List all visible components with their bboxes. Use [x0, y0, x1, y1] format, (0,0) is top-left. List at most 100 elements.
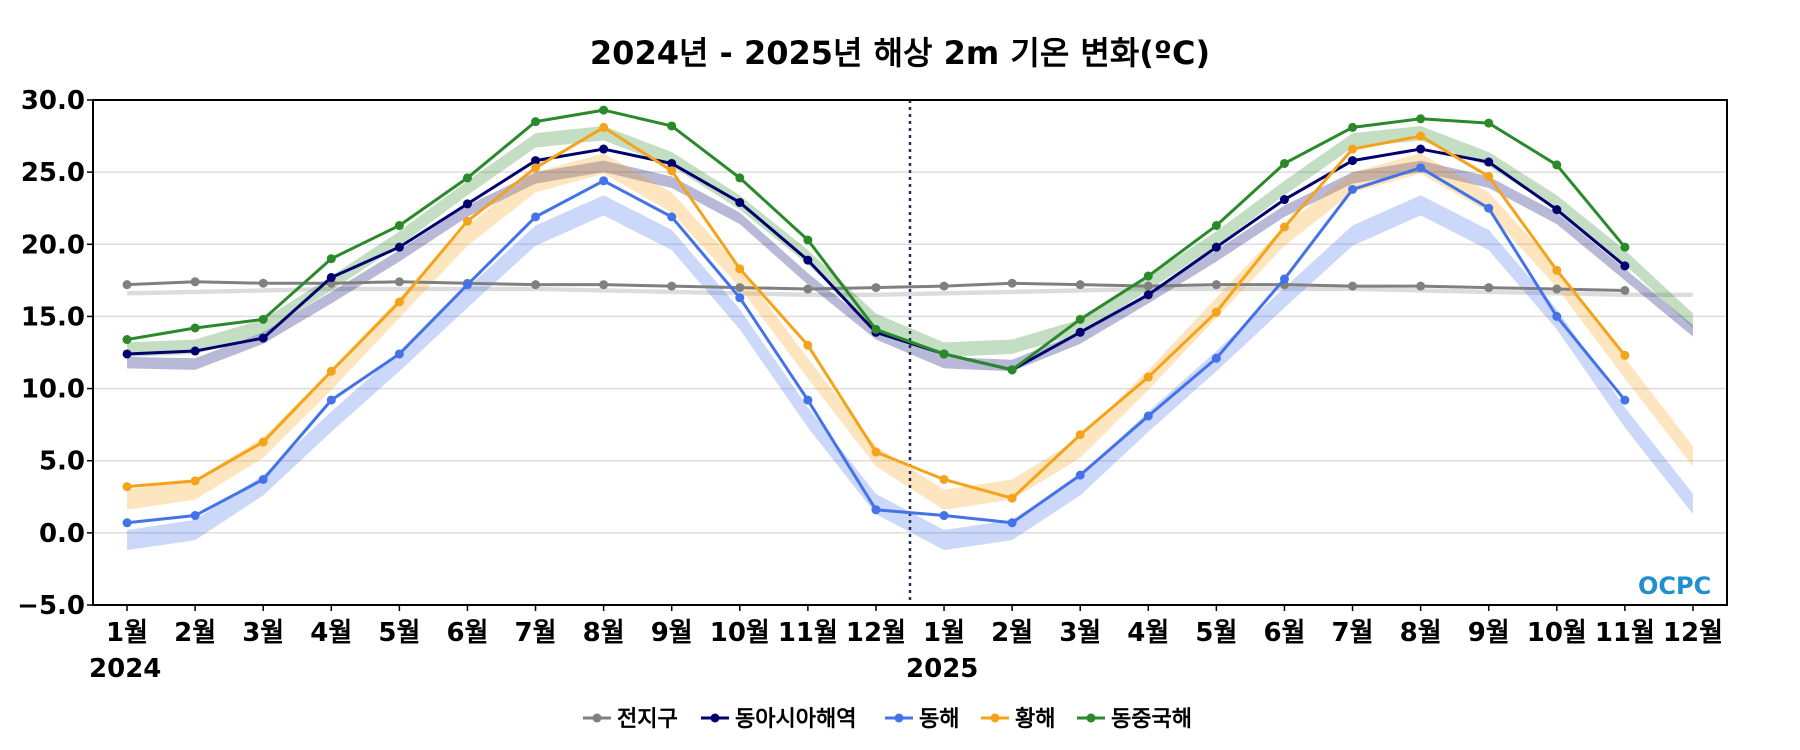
data-point — [1484, 171, 1494, 181]
data-point — [1620, 395, 1630, 405]
legend-swatch-marker — [990, 713, 1000, 723]
series-line — [126, 125, 1627, 500]
data-point — [462, 199, 472, 209]
data-point — [667, 166, 677, 176]
data-point — [1348, 184, 1358, 194]
data-point — [803, 284, 813, 294]
x-tick-label: 11월 — [1595, 618, 1655, 648]
data-point — [667, 121, 677, 131]
x-tick-label: 6월 — [1263, 618, 1305, 648]
data-point — [735, 173, 745, 183]
data-point — [1075, 470, 1085, 480]
ocpc-logo: OCPC — [1638, 572, 1711, 600]
data-point — [1552, 284, 1562, 294]
data-point — [394, 349, 404, 359]
data-point — [1143, 290, 1153, 300]
year-label: 2025 — [906, 654, 978, 684]
logo-text: OCPC — [1638, 572, 1711, 600]
data-point — [258, 278, 268, 288]
data-point — [190, 323, 200, 333]
legend-label: 동아시아해역 — [735, 707, 856, 732]
data-point — [1348, 156, 1358, 166]
data-point — [599, 105, 609, 115]
data-point — [1279, 158, 1289, 168]
data-point — [326, 395, 336, 405]
data-point — [1143, 281, 1153, 291]
data-point — [258, 333, 268, 343]
data-point — [462, 280, 472, 290]
chart-title: 2024년 - 2025년 해상 2m 기온 변화(ºC) — [590, 34, 1210, 72]
data-point — [1007, 493, 1017, 503]
data-point — [1416, 163, 1426, 173]
data-point — [1075, 314, 1085, 324]
x-tick-label: 8월 — [1400, 618, 1442, 648]
legend-label: 황해 — [1015, 707, 1055, 732]
plot-frame — [92, 99, 1728, 606]
legend-swatch-marker — [1086, 713, 1096, 723]
x-tick-label: 9월 — [1468, 618, 1510, 648]
data-point — [1416, 131, 1426, 141]
data-point — [1552, 311, 1562, 321]
legend-label: 동해 — [919, 707, 959, 732]
data-point — [939, 349, 949, 359]
data-point — [1211, 353, 1221, 363]
data-point — [1348, 281, 1358, 291]
data-point — [735, 197, 745, 207]
data-point — [667, 158, 677, 168]
plot-area: 30.0 25.0 20.0 15.0 10.0 5.0 0.0 −5.0 1월 2월 3월 4월 5월… — [17, 86, 1728, 684]
data-point — [531, 156, 541, 166]
data-point — [1075, 327, 1085, 337]
data-point — [1552, 205, 1562, 215]
y-tick-label: 5.0 — [39, 447, 85, 477]
data-point — [599, 122, 609, 132]
data-point — [1348, 144, 1358, 154]
data-point — [1416, 114, 1426, 124]
data-point — [531, 163, 541, 173]
legend-label: 전지구 — [617, 707, 678, 732]
data-point — [1007, 278, 1017, 288]
data-point — [1143, 372, 1153, 382]
data-point — [871, 283, 881, 293]
data-point — [190, 346, 200, 356]
data-point — [1484, 203, 1494, 213]
data-point — [871, 447, 881, 457]
year-label: 2024 — [89, 654, 161, 684]
data-point — [667, 212, 677, 222]
data-point — [1484, 283, 1494, 293]
legend-item: 동아시아해역 — [701, 707, 856, 732]
data-point — [531, 280, 541, 290]
data-point — [871, 505, 881, 515]
data-point — [531, 212, 541, 222]
x-tick-label: 4월 — [1127, 618, 1169, 648]
data-point — [803, 255, 813, 265]
legend-item: 동해 — [885, 707, 959, 732]
data-point — [1075, 430, 1085, 440]
data-point — [1211, 307, 1221, 317]
data-point — [531, 117, 541, 127]
x-tick-label: 2월 — [991, 618, 1033, 648]
data-point — [803, 395, 813, 405]
data-point — [190, 277, 200, 287]
data-point — [190, 476, 200, 486]
data-point — [1211, 221, 1221, 231]
data-point — [122, 518, 132, 528]
legend-swatch-marker — [894, 713, 904, 723]
x-tick-label: 10월 — [710, 618, 770, 648]
legend-label: 동중국해 — [1111, 707, 1192, 732]
data-point — [1348, 122, 1358, 132]
y-tick-label: 20.0 — [21, 230, 85, 260]
x-tick-label: 9월 — [651, 618, 693, 648]
data-point — [122, 482, 132, 492]
x-tick-label: 4월 — [310, 618, 352, 648]
x-tick-label: 6월 — [446, 618, 488, 648]
legend-item: 황해 — [981, 707, 1055, 732]
data-point — [394, 242, 404, 252]
data-point — [939, 281, 949, 291]
data-point — [1075, 280, 1085, 290]
data-point — [1484, 157, 1494, 167]
data-point — [871, 324, 881, 334]
data-point — [1211, 242, 1221, 252]
data-point — [1279, 222, 1289, 232]
data-point — [1211, 280, 1221, 290]
